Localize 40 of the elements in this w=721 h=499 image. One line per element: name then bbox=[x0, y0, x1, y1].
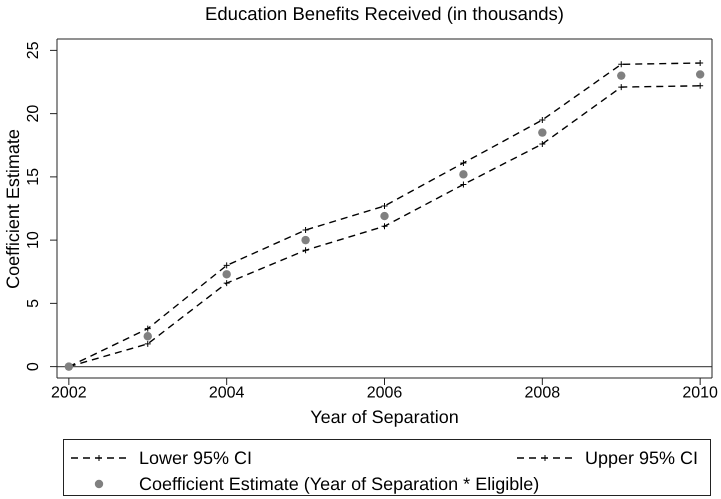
y-tick-label: 0 bbox=[25, 362, 42, 372]
x-axis-title: Year of Separation bbox=[309, 406, 460, 428]
point bbox=[301, 236, 310, 244]
x-tick-label: 2002 bbox=[51, 384, 87, 402]
point bbox=[144, 332, 152, 340]
y-tick-label: 15 bbox=[25, 168, 42, 186]
point bbox=[459, 170, 468, 179]
legend-label: Coefficient Estimate (Year of Separation * Eligible) bbox=[139, 474, 540, 494]
point bbox=[696, 70, 704, 79]
point bbox=[223, 262, 230, 269]
x-tick-label: 2010 bbox=[682, 384, 718, 402]
point bbox=[696, 82, 704, 90]
point bbox=[460, 159, 467, 166]
point bbox=[538, 116, 546, 124]
y-tick-label: 20 bbox=[25, 104, 42, 123]
point bbox=[144, 325, 152, 332]
y-axis-title: Coefficient Estimate bbox=[2, 128, 24, 290]
y-tick-label: 5 bbox=[25, 298, 42, 308]
chart-title: Education Benefits Received (in thousands) bbox=[204, 3, 565, 25]
point bbox=[381, 202, 388, 210]
point bbox=[302, 226, 310, 234]
point bbox=[460, 180, 467, 188]
point bbox=[144, 340, 152, 348]
point bbox=[538, 128, 547, 137]
legend-label: Upper 95% CI bbox=[585, 448, 698, 468]
point bbox=[618, 60, 625, 68]
legend-label: Lower 95% CI bbox=[139, 448, 252, 468]
x-tick-label: 2008 bbox=[524, 384, 560, 402]
point bbox=[538, 140, 546, 148]
x-tick-label: 2006 bbox=[366, 384, 402, 402]
point bbox=[302, 246, 310, 254]
point bbox=[381, 222, 388, 230]
y-tick-label: 25 bbox=[25, 41, 42, 60]
y-tick-label: 10 bbox=[25, 231, 42, 250]
point bbox=[222, 270, 231, 278]
point bbox=[617, 71, 626, 80]
point bbox=[618, 84, 625, 91]
point bbox=[223, 280, 230, 287]
point bbox=[380, 212, 389, 220]
x-tick-label: 2004 bbox=[208, 384, 245, 402]
